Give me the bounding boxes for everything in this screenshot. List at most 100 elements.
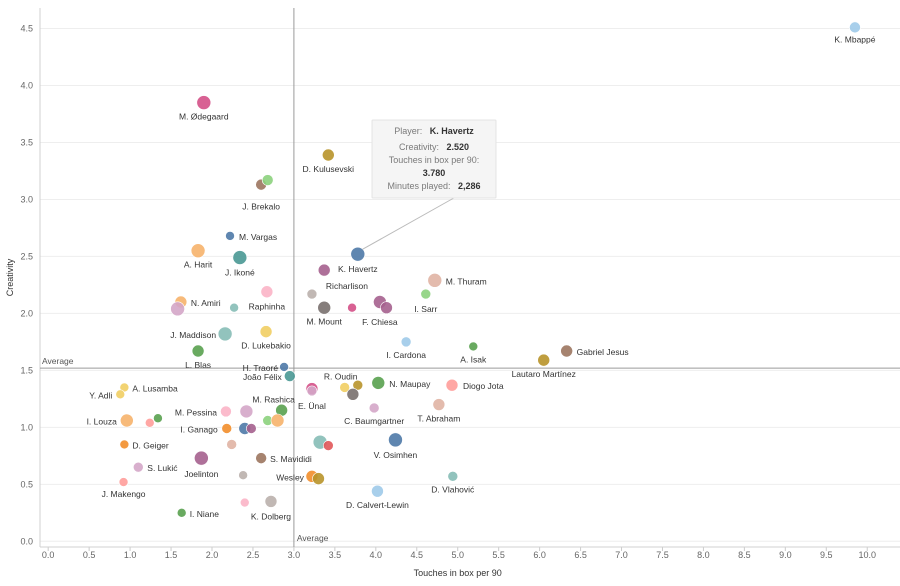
point-i-louza[interactable] <box>120 413 134 428</box>
tooltip: Player: K. Havertz Creativity: 2.520 Tou… <box>362 119 497 250</box>
x-tick-label: 9.0 <box>779 550 792 560</box>
tooltip-minutes-value: 2,286 <box>458 181 481 191</box>
point-label-n-amiri: N. Amiri <box>191 298 221 308</box>
point-diogo-jota[interactable] <box>445 378 459 392</box>
point-c-baumgartner[interactable] <box>368 402 380 414</box>
point-e-nal[interactable] <box>306 385 318 397</box>
tooltip-minutes: Minutes played: 2,286 <box>387 176 480 193</box>
point-j-ikon[interactable] <box>232 250 248 265</box>
point-d-geiger[interactable] <box>119 439 130 450</box>
x-tick-label: 7.5 <box>656 550 669 560</box>
x-tick-label: 1.0 <box>124 550 137 560</box>
tooltip-creativity-value: 2.520 <box>446 142 469 152</box>
point-k-havertz[interactable] <box>350 246 366 262</box>
tooltip-creativity-label: Creativity: <box>399 142 439 152</box>
point-j-makengo[interactable] <box>118 477 129 487</box>
point-misc-q[interactable] <box>226 439 237 450</box>
label-layer: K. Mbappé M. Ødegaard D. Kulusevski J. Brek… <box>87 34 876 521</box>
point-m-rashica[interactable] <box>239 404 254 419</box>
point-gabriel-jesus[interactable] <box>560 344 573 358</box>
point-label-k-mbapp: K. Mbappé <box>834 34 875 44</box>
point-k-dolberg[interactable] <box>264 495 278 508</box>
point-misc-p[interactable] <box>323 440 334 451</box>
x-tick-label: 4.5 <box>411 550 424 560</box>
point-label-f-chiesa: F. Chiesa <box>362 317 398 327</box>
point-jo-o-f-lix[interactable] <box>284 370 296 382</box>
point-misc-t[interactable] <box>239 497 250 508</box>
point-misc-k[interactable] <box>144 417 155 428</box>
point-j-brekalo-2[interactable] <box>261 174 274 186</box>
avg-y-label: Average <box>42 356 74 366</box>
point-m-mount[interactable] <box>317 300 332 315</box>
tooltip-player-label: Player: <box>394 126 422 136</box>
point-m-pessina[interactable] <box>220 405 232 418</box>
x-tick-label: 7.0 <box>615 550 628 560</box>
point-a-harit[interactable] <box>190 243 206 259</box>
point-i-cardona[interactable] <box>400 336 412 348</box>
y-tick-label: 3.5 <box>20 137 33 147</box>
tooltip-touches-value: 3.780 <box>423 168 446 178</box>
point-label-a-harit: A. Harit <box>184 260 213 270</box>
y-tick-label: 4.0 <box>20 80 33 90</box>
point-misc-r[interactable] <box>238 470 248 481</box>
point-i-ganago[interactable] <box>221 423 233 434</box>
point-misc-d[interactable] <box>347 302 357 313</box>
point-d-calvert-lewin[interactable] <box>371 484 384 498</box>
point-label-s-mavididi: S. Mavididi <box>270 454 312 464</box>
point-label-j-makengo: J. Makengo <box>102 489 146 499</box>
x-tick-label: 8.5 <box>738 550 751 560</box>
x-tick-label: 10.0 <box>858 550 876 560</box>
x-tick-label: 6.0 <box>533 550 546 560</box>
point-misc-g[interactable] <box>346 388 360 401</box>
point-i-niane[interactable] <box>176 508 187 518</box>
point-d-vlahovi[interactable] <box>447 471 459 482</box>
tooltip-minutes-label: Minutes played: <box>387 181 450 191</box>
x-axis-title: Touches in box per 90 <box>414 568 502 578</box>
point-m-thuram[interactable] <box>427 273 443 288</box>
point-joelinton[interactable] <box>194 450 209 466</box>
point-label-i-niane: I. Niane <box>190 509 220 519</box>
point-label-d-lukebakio: D. Lukebakio <box>241 341 291 351</box>
point-s-mavididi[interactable] <box>255 452 267 464</box>
point-n-maupay[interactable] <box>371 376 386 390</box>
point-misc-j[interactable] <box>270 413 285 428</box>
point-raphinha[interactable] <box>260 285 274 299</box>
point-i-sarr[interactable] <box>420 288 432 300</box>
point-misc-f[interactable] <box>352 379 364 391</box>
point-label-d-geiger: D. Geiger <box>132 440 169 450</box>
point-misc-b[interactable] <box>170 301 185 317</box>
point-t-abraham[interactable] <box>432 398 446 411</box>
point-f-chiesa-2[interactable] <box>380 301 393 314</box>
point-richarlison[interactable] <box>306 288 318 300</box>
point-d-lukebakio[interactable] <box>259 325 273 338</box>
point-misc-l[interactable] <box>153 413 163 424</box>
reference-lines: Average Average <box>40 8 900 547</box>
point-m-vargas[interactable] <box>225 231 235 241</box>
point-misc-c[interactable] <box>229 302 239 313</box>
point-misc-s[interactable] <box>312 472 325 485</box>
point-misc-e[interactable] <box>339 382 350 393</box>
point-m-degaard[interactable] <box>196 95 212 110</box>
x-tick-label: 8.0 <box>697 550 710 560</box>
point-y-adli[interactable] <box>115 389 126 400</box>
tooltip-player: Player: K. Havertz <box>394 121 474 138</box>
point-misc-a[interactable] <box>317 263 331 277</box>
x-tick-label: 5.5 <box>492 550 505 560</box>
x-tick-label: 5.0 <box>451 550 464 560</box>
point-s-luki[interactable] <box>132 461 144 473</box>
point-a-isak[interactable] <box>468 341 479 352</box>
point-label-wesley: Wesley <box>276 472 304 482</box>
point-misc-n[interactable] <box>246 423 257 434</box>
point-k-mbapp[interactable] <box>849 21 861 34</box>
point-d-kulusevski[interactable] <box>322 148 335 162</box>
point-lautaro-mart-nez[interactable] <box>537 353 551 367</box>
point-h-traor[interactable] <box>279 362 289 372</box>
point-label-l-blas: L. Blas <box>185 360 211 370</box>
point-j-maddison[interactable] <box>217 326 233 342</box>
point-label-i-ganago: I. Ganago <box>180 424 218 434</box>
point-label-k-havertz: K. Havertz <box>338 264 378 274</box>
point-label-k-dolberg: K. Dolberg <box>251 511 291 521</box>
point-l-blas[interactable] <box>191 344 205 358</box>
point-label-m-mount: M. Mount <box>306 317 342 327</box>
point-v-osimhen[interactable] <box>388 432 403 448</box>
